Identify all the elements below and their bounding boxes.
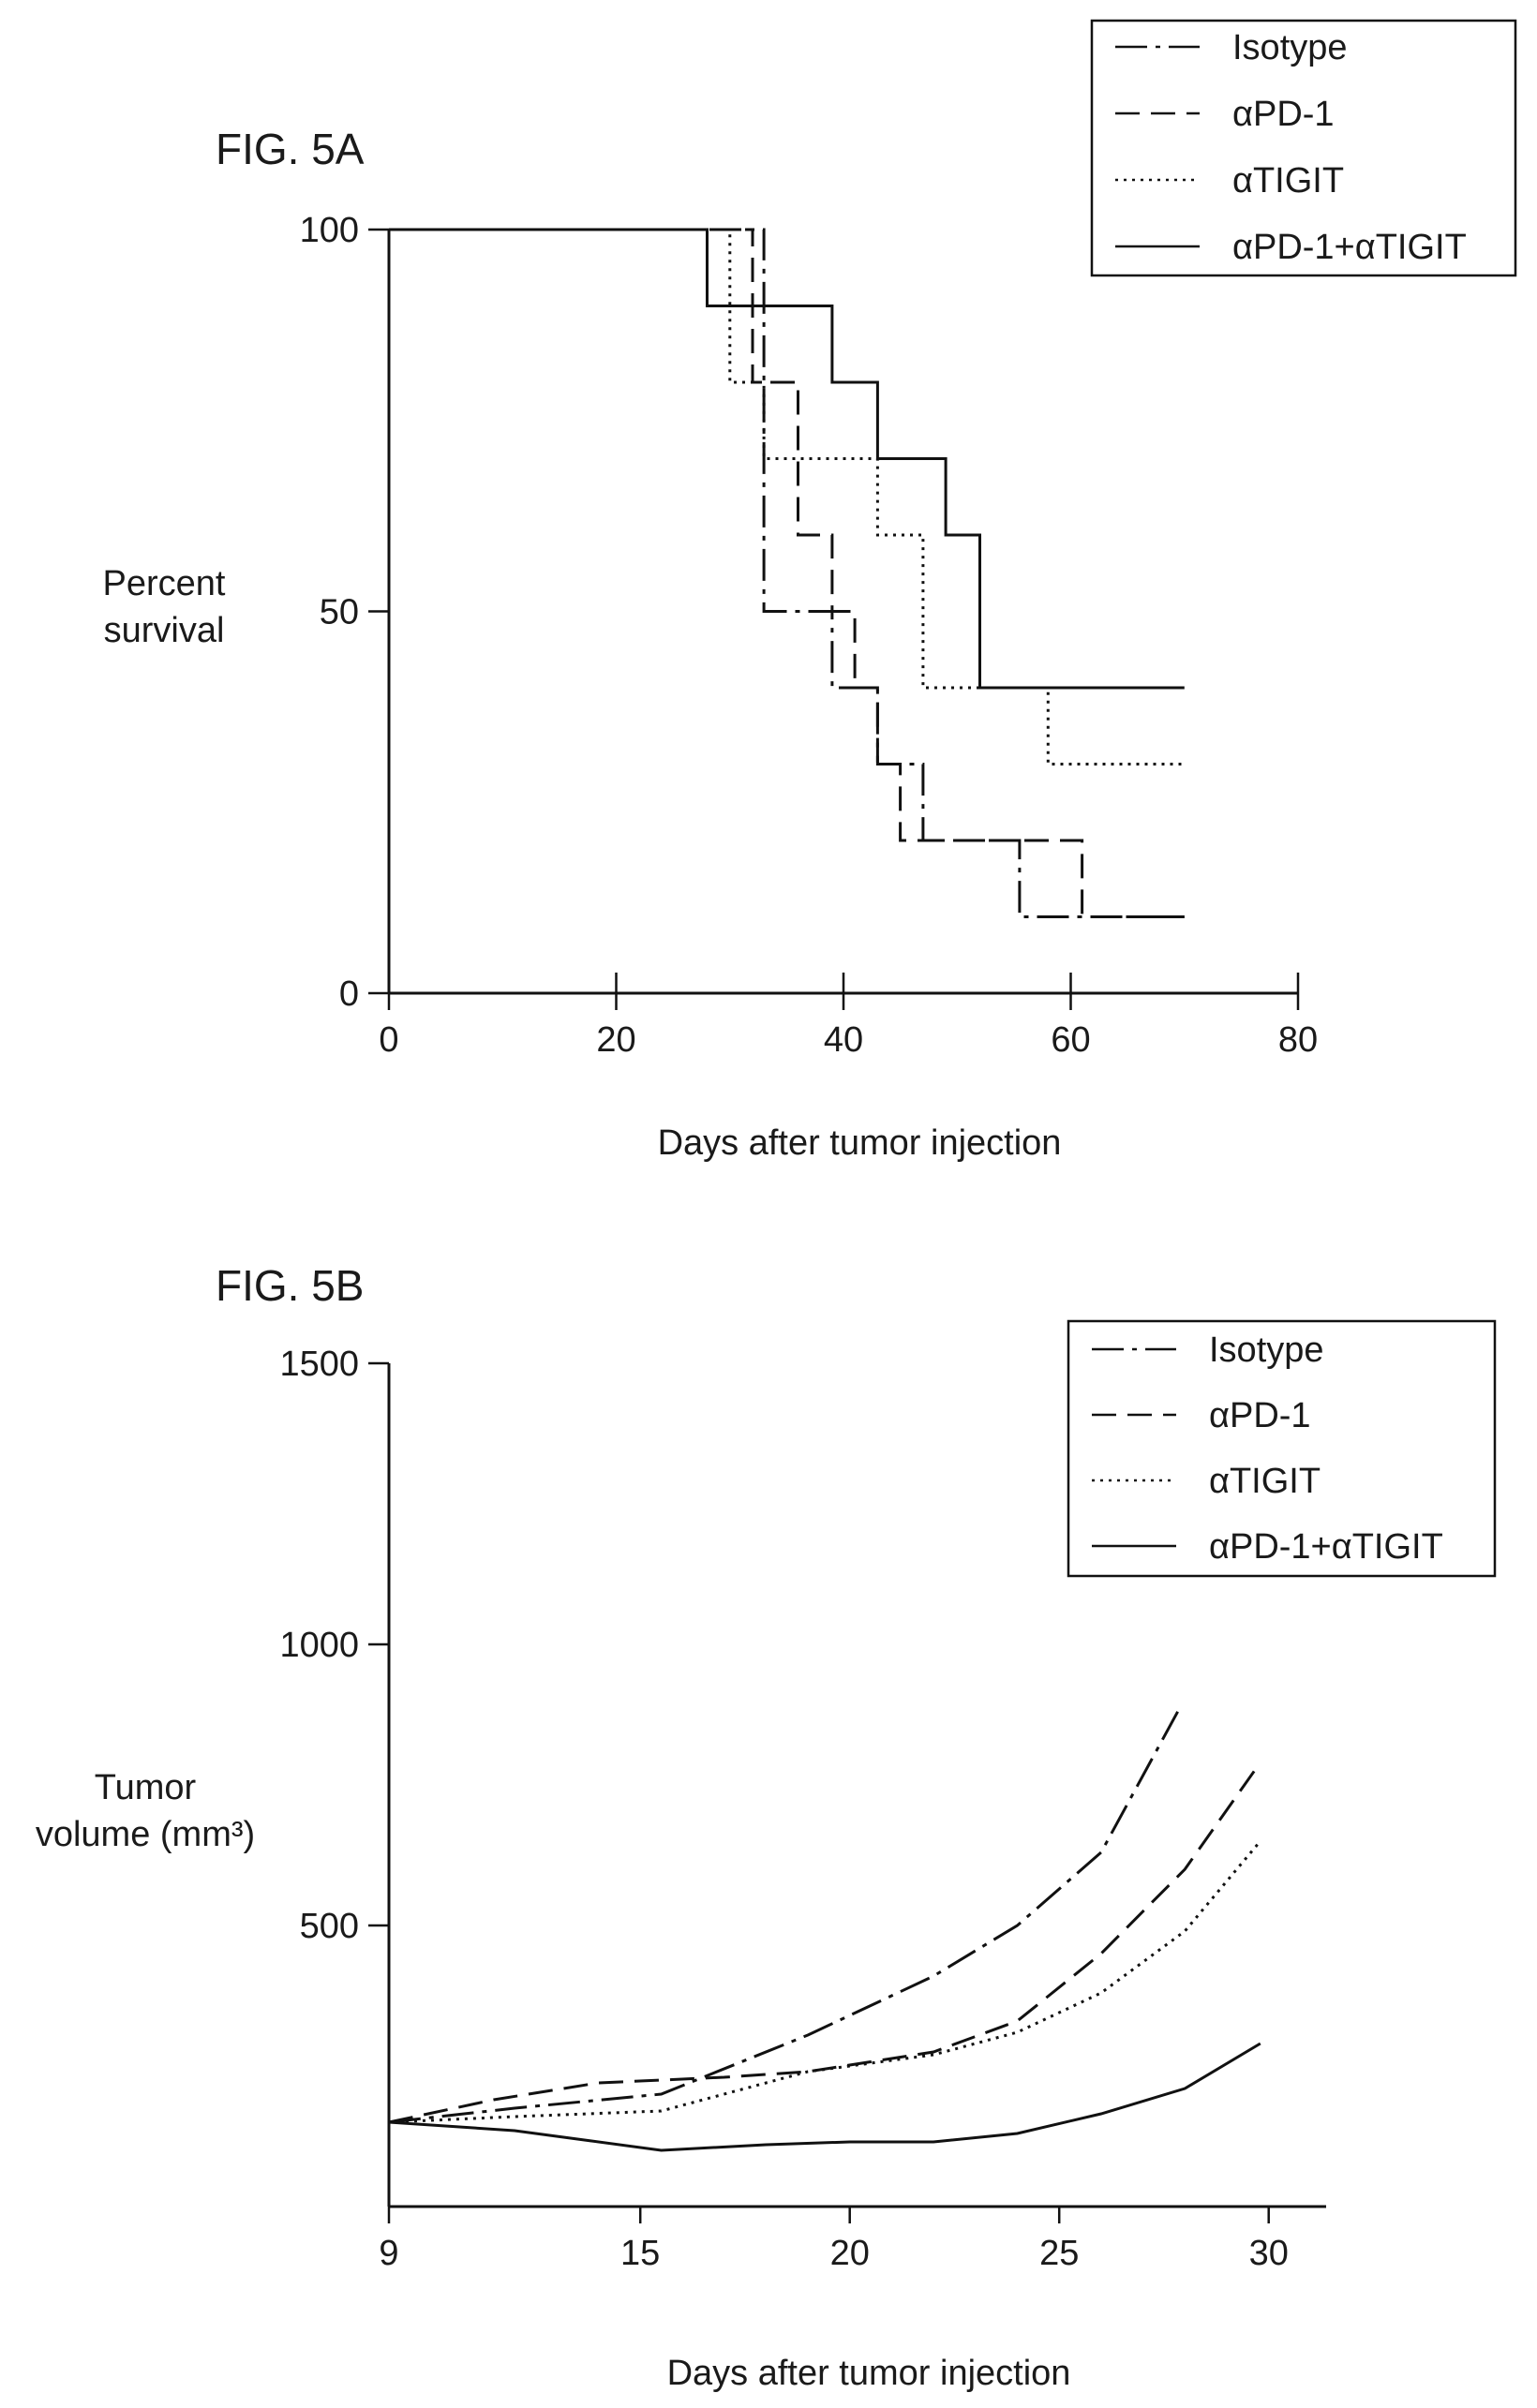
series-line-apd-1 <box>389 228 1185 918</box>
x-tick-label: 30 <box>1249 2234 1289 2273</box>
legend-box <box>1067 1319 1497 1578</box>
legend-label-atigit: αTIGIT <box>1209 1462 1321 1501</box>
x-tick-label: 40 <box>824 1020 863 1060</box>
figure-label: FIG. 5A <box>216 125 365 173</box>
series-line-atigit <box>389 228 1185 766</box>
series-line-atigit <box>388 1840 1261 2124</box>
x-tick-label: 20 <box>830 2234 870 2273</box>
y-tick-label: 0 <box>339 974 359 1014</box>
legend-box <box>1090 19 1517 277</box>
figure-label: FIG. 5B <box>216 1261 364 1310</box>
y-tick-label: 1000 <box>279 1626 359 1665</box>
x-tick-label: 15 <box>620 2234 660 2273</box>
x-tick-label: 20 <box>596 1020 635 1060</box>
plot-area <box>388 1705 1262 2152</box>
axis-ticks: 9 15 20 25 30 500 1000 1500 <box>279 1345 1288 2273</box>
y-axis-label-line-1: Percent <box>103 564 226 603</box>
series-line-isotype <box>389 228 1185 918</box>
x-axis-label: Days after tumor injection <box>667 2354 1071 2393</box>
y-axis-label-line-1: Tumor <box>95 1768 197 1807</box>
x-tick-label: 60 <box>1051 1020 1090 1060</box>
series-line-apd-1-atigit <box>389 228 1185 690</box>
plot-area <box>389 228 1185 918</box>
legend-label-atigit: αTIGIT <box>1232 161 1344 201</box>
series-line-apd-1 <box>388 1761 1262 2124</box>
legend-label-isotype: Isotype <box>1209 1330 1324 1370</box>
legend-label-apd-1-atigit: αPD-1+αTIGIT <box>1209 1527 1443 1567</box>
x-tick-label: 80 <box>1278 1020 1318 1060</box>
x-tick-label: 25 <box>1039 2234 1079 2273</box>
legend: Isotype αPD-1 αTIGIT αPD-1+αTIGIT <box>1090 19 1517 277</box>
survival-chart: FIG. 5A Percent survival Days after tumo… <box>103 19 1517 1163</box>
legend-label-apd-1: αPD-1 <box>1209 1396 1311 1435</box>
series-line-isotype <box>388 1705 1183 2124</box>
legend-label-apd-1: αPD-1 <box>1232 95 1335 134</box>
y-tick-label: 50 <box>320 593 359 632</box>
y-axis-label-line-2: survival <box>104 611 225 650</box>
y-tick-label: 1500 <box>279 1345 359 1384</box>
y-tick-label: 500 <box>300 1907 359 1946</box>
legend-label-apd-1-atigit: αPD-1+αTIGIT <box>1232 228 1467 267</box>
y-axis-label-line-2: volume (mm³) <box>36 1815 255 1854</box>
legend-label-isotype: Isotype <box>1232 28 1348 67</box>
x-tick-label: 0 <box>379 1020 398 1060</box>
series-line-apd-1-atigit <box>388 2042 1261 2152</box>
y-tick-label: 100 <box>300 211 359 250</box>
axis-ticks: 0 20 40 60 80 0 50 100 <box>300 211 1319 1060</box>
legend: Isotype αPD-1 αTIGIT αPD-1+αTIGIT <box>1067 1319 1497 1578</box>
x-tick-label: 9 <box>379 2234 398 2273</box>
x-axis-label: Days after tumor injection <box>658 1123 1062 1163</box>
tumor-volume-chart: FIG. 5B Tumor volume (mm³) Days after tu… <box>36 1261 1497 2393</box>
